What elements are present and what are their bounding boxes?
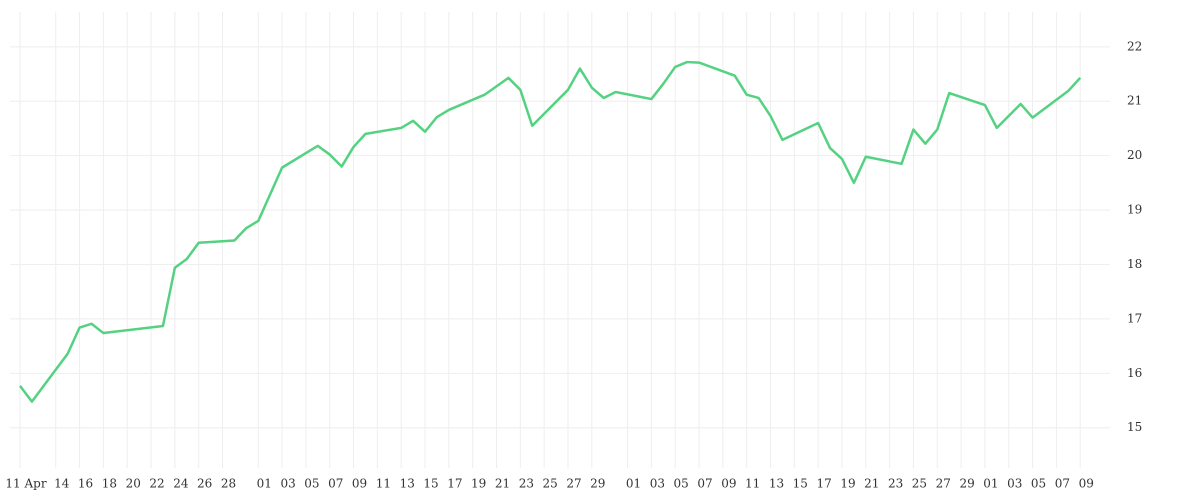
- y-tick-label: 20: [1127, 148, 1142, 162]
- x-tick-label: 05: [674, 477, 689, 491]
- x-tick-label: 15: [423, 477, 438, 491]
- x-tick-label: 11 Apr: [5, 477, 46, 491]
- x-tick-label: 26: [197, 477, 212, 491]
- y-tick-label: 18: [1127, 257, 1142, 271]
- x-tick-label: 09: [1079, 477, 1094, 491]
- x-tick-label: 13: [769, 477, 784, 491]
- y-tick-label: 16: [1127, 366, 1142, 380]
- x-tick-label: 14: [54, 477, 70, 491]
- x-tick-label: 24: [173, 477, 189, 491]
- x-tick-label: 11: [376, 477, 391, 491]
- x-tick-label: 16: [78, 477, 93, 491]
- x-tick-label: 25: [912, 477, 927, 491]
- x-tick-label: 03: [650, 477, 665, 491]
- x-tick-label: 03: [280, 477, 295, 491]
- x-tick-label: 01: [983, 477, 998, 491]
- x-tick-label: 28: [221, 477, 236, 491]
- x-tick-label: 13: [400, 477, 415, 491]
- x-tick-label: 29: [590, 477, 605, 491]
- x-tick-label: 23: [519, 477, 534, 491]
- x-tick-label: 07: [1055, 477, 1070, 491]
- line-series: [19, 60, 1082, 403]
- x-tick-label: 27: [566, 477, 581, 491]
- x-tick-label: 01: [626, 477, 641, 491]
- x-tick-label: 05: [1031, 477, 1046, 491]
- x-tick-label: 19: [840, 477, 855, 491]
- x-tick-label: 21: [864, 477, 879, 491]
- x-tick-label: 21: [495, 477, 510, 491]
- x-tick-label: 18: [102, 477, 117, 491]
- x-tick-label: 17: [447, 477, 462, 491]
- x-tick-label: 07: [697, 477, 712, 491]
- x-tick-label: 09: [352, 477, 367, 491]
- x-tick-label: 19: [471, 477, 486, 491]
- x-tick-label: 03: [1007, 477, 1022, 491]
- x-tick-label: 25: [543, 477, 558, 491]
- x-tick-label: 11: [745, 477, 760, 491]
- y-tick-label: 21: [1127, 94, 1142, 108]
- x-tick-label: 20: [126, 477, 141, 491]
- y-tick-label: 19: [1127, 203, 1142, 217]
- y-tick-label: 15: [1127, 420, 1142, 434]
- x-tick-label: 29: [959, 477, 974, 491]
- x-tick-label: 17: [817, 477, 832, 491]
- x-tick-label: 09: [721, 477, 736, 491]
- x-tick-label: 01: [257, 477, 272, 491]
- x-tick-label: 05: [304, 477, 319, 491]
- x-tick-label: 15: [793, 477, 808, 491]
- y-tick-label: 17: [1127, 311, 1142, 325]
- x-tick-label: 23: [888, 477, 903, 491]
- x-tick-label: 27: [936, 477, 951, 491]
- x-tick-label: 22: [149, 477, 164, 491]
- x-tick-label: 07: [328, 477, 343, 491]
- y-tick-label: 22: [1127, 39, 1142, 53]
